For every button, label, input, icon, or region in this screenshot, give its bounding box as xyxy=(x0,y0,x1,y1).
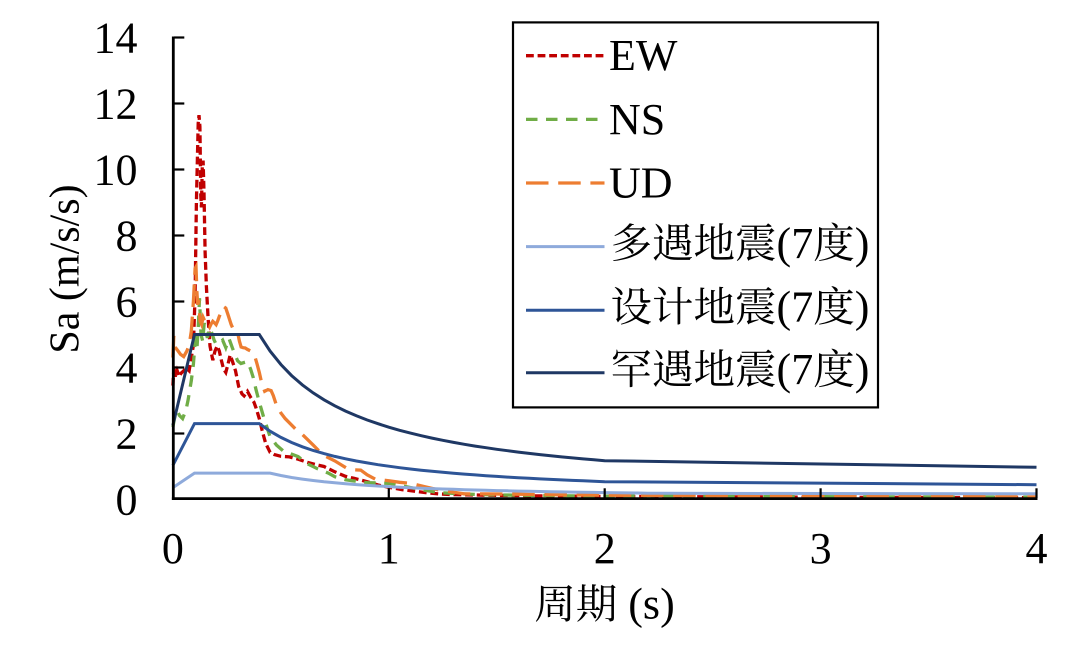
svg-text:7: 7 xyxy=(791,282,813,331)
svg-text:10: 10 xyxy=(94,146,138,195)
svg-text:): ) xyxy=(660,580,675,629)
svg-text:12: 12 xyxy=(94,80,138,129)
svg-text:Sa (m/s/s): Sa (m/s/s) xyxy=(43,184,89,353)
svg-text:): ) xyxy=(855,219,870,268)
svg-text:8: 8 xyxy=(116,212,138,261)
svg-text:(: ( xyxy=(777,345,792,394)
svg-text:(: ( xyxy=(777,219,792,268)
svg-text:NS: NS xyxy=(609,95,665,144)
svg-text:2: 2 xyxy=(594,524,616,573)
svg-text:0: 0 xyxy=(116,476,138,525)
svg-text:): ) xyxy=(855,345,870,394)
svg-text:): ) xyxy=(855,282,870,331)
svg-text:3: 3 xyxy=(810,524,832,573)
svg-text:4: 4 xyxy=(116,344,138,393)
svg-text:1: 1 xyxy=(378,524,400,573)
svg-text:s: s xyxy=(643,580,660,629)
svg-text:EW: EW xyxy=(609,31,678,80)
svg-text:0: 0 xyxy=(162,524,184,573)
svg-text:4: 4 xyxy=(1026,524,1048,573)
svg-text:7: 7 xyxy=(791,219,813,268)
svg-text:(: ( xyxy=(628,580,643,629)
svg-text:6: 6 xyxy=(116,278,138,327)
svg-text:2: 2 xyxy=(116,410,138,459)
svg-text:UD: UD xyxy=(609,159,673,208)
svg-text:(: ( xyxy=(777,282,792,331)
svg-text:7: 7 xyxy=(791,345,813,394)
svg-text:14: 14 xyxy=(94,14,138,63)
